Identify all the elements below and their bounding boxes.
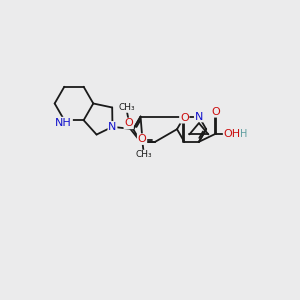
- Text: OH: OH: [224, 128, 241, 139]
- Text: CH₃: CH₃: [135, 150, 152, 159]
- Text: O: O: [124, 118, 133, 128]
- Text: O: O: [212, 107, 220, 117]
- Text: CH₃: CH₃: [118, 103, 135, 112]
- Text: H: H: [240, 128, 248, 139]
- Text: NH: NH: [55, 118, 72, 128]
- Text: N: N: [108, 122, 117, 132]
- Text: N: N: [195, 112, 203, 122]
- Text: O: O: [180, 113, 189, 123]
- Text: O: O: [138, 134, 146, 144]
